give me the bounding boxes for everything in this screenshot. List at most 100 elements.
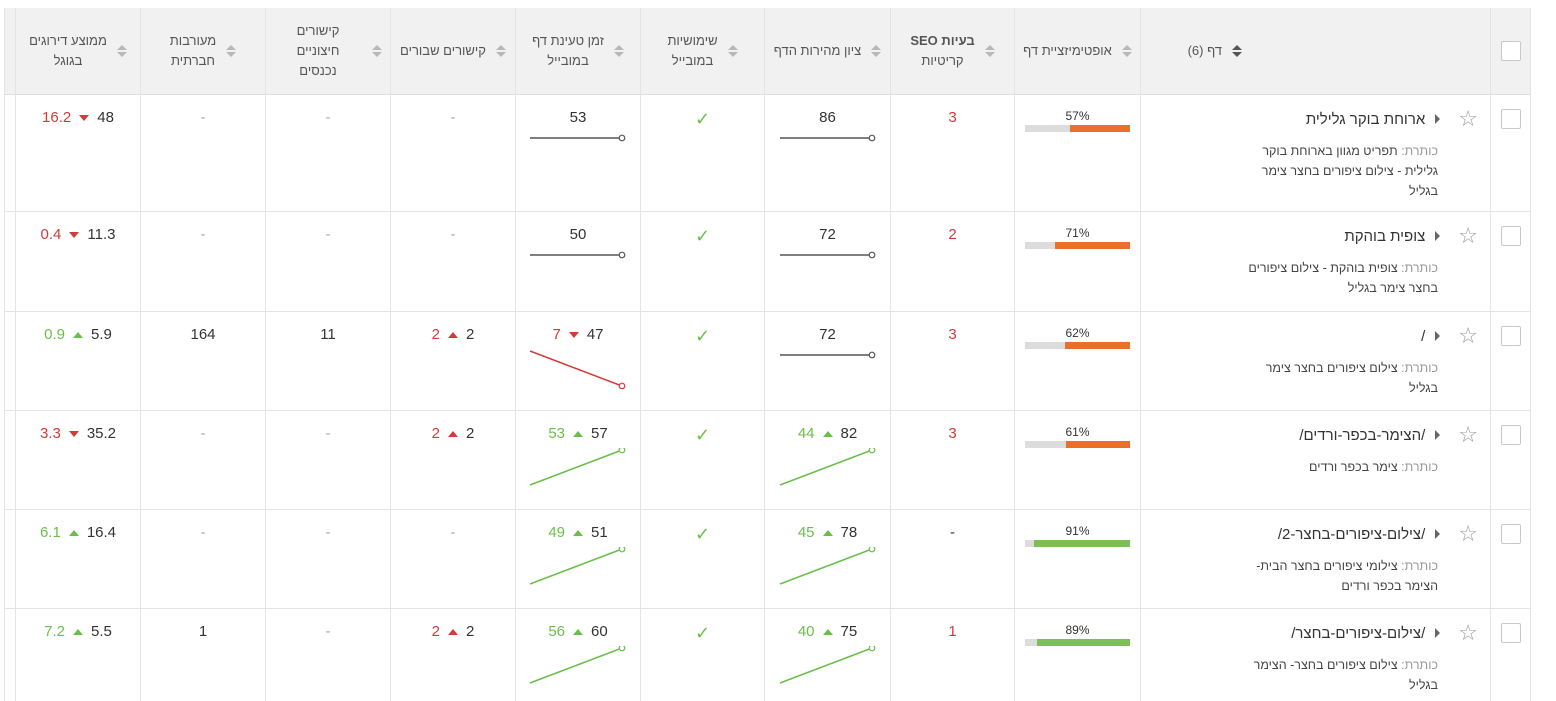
page-name[interactable]: ארוחת בוקר גלילית <box>1305 110 1426 128</box>
load-trend-sparkline <box>529 646 626 684</box>
column-header-mobile-load-line2: במובייל <box>547 53 589 68</box>
star-icon[interactable]: ☆ <box>1458 521 1478 546</box>
column-header-seo-issues[interactable]: בעיות SEO קריטיות <box>890 8 1015 95</box>
meta-title-label: כותרת: <box>1401 559 1438 573</box>
column-header-broken-links-label: קישורים שבורים <box>400 43 486 58</box>
star-icon[interactable]: ☆ <box>1458 323 1478 348</box>
row-checkbox[interactable] <box>1500 524 1521 544</box>
google-rank-value: 0.4 11.3 <box>16 212 140 243</box>
column-header-mobile-load[interactable]: זמן טעינת דף במובייל <box>515 8 641 95</box>
page-meta-title: כותרת: תפריט מגוון בארוחת בוקר גלילית - … <box>1238 141 1438 201</box>
seo-issues-count[interactable]: 1 <box>948 623 957 640</box>
expand-caret-icon[interactable] <box>1435 430 1441 440</box>
column-resize-handle[interactable] <box>4 8 16 95</box>
page-title-row: ☆ צופית בוהקת <box>1151 223 1478 248</box>
mobile-load-current: 60 <box>591 623 608 640</box>
speed-score-delta: 40 <box>797 623 815 640</box>
optimization-cell: 89% <box>1014 608 1141 701</box>
page-cell: ☆ /צילום-ציפורים-בחצר/כותרת: צילום ציפורי… <box>1140 608 1491 701</box>
column-header-broken-links[interactable]: קישורים שבורים <box>390 8 516 95</box>
speed-trend-sparkline <box>779 646 875 684</box>
checkmark-icon: ✓ <box>694 226 711 246</box>
arrow-up-icon <box>822 628 833 635</box>
row-checkbox[interactable] <box>1500 226 1521 246</box>
row-select-cell <box>1490 311 1531 411</box>
speed-score-value: 72 <box>765 312 890 343</box>
star-icon[interactable]: ☆ <box>1458 620 1478 645</box>
speed-score-value: 86 <box>765 95 890 126</box>
column-header-seo-issues-line1: בעיות SEO <box>910 33 975 48</box>
column-header-mobile[interactable]: שימושיות במובייל <box>640 8 765 95</box>
seo-issues-cell: 3 <box>890 311 1015 411</box>
expand-caret-icon[interactable] <box>1435 331 1441 341</box>
mobile-load-current: 50 <box>569 226 587 243</box>
speed-score-current: 78 <box>840 524 858 541</box>
row-edge-cell <box>4 608 16 701</box>
column-header-external-links[interactable]: קישורים חיצוניים נכנסים <box>265 8 391 95</box>
seo-issues-count[interactable]: 2 <box>948 226 957 243</box>
page-title-row: ☆ ארוחת בוקר גלילית <box>1151 106 1478 131</box>
trend-endpoint <box>618 134 626 142</box>
mobile-load-value: 53 <box>516 95 640 126</box>
page-name[interactable]: /צילום-ציפורים-בחצר/ <box>1291 624 1426 642</box>
column-header-social[interactable]: מעורבות חברתית <box>140 8 266 95</box>
expand-caret-icon[interactable] <box>1435 628 1441 638</box>
load-trend-sparkline <box>529 547 626 585</box>
google-rank-value: 3.3 35.2 <box>16 411 140 442</box>
load-trend-sparkline <box>529 448 626 486</box>
column-header-mobile-label: שימושיות במובייל <box>667 31 717 71</box>
speed-score-cell: 40 75 <box>764 608 891 701</box>
select-all-checkbox[interactable] <box>1500 41 1521 61</box>
optimization-percent: 57% <box>1065 109 1090 123</box>
google-rank-cell: 16.2 48 <box>15 94 141 212</box>
google-rank-cell: 0.9 5.9 <box>15 311 141 411</box>
google-rank-cell: 6.1 16.4 <box>15 509 141 609</box>
mobile-load-cell: 53 57 <box>515 410 641 510</box>
expand-caret-icon[interactable] <box>1435 231 1441 241</box>
table-row: ☆ /צילום-ציפורים-בחצר-2/כותרת: צילומי ציפ… <box>4 509 1531 609</box>
external-links-cell: - <box>265 410 391 510</box>
page-name[interactable]: / <box>1421 327 1426 345</box>
social-engagement-cell: 164 <box>140 311 266 411</box>
seo-issues-count[interactable]: 3 <box>948 109 957 126</box>
column-header-page[interactable]: דף (6) <box>1140 8 1491 95</box>
row-checkbox[interactable] <box>1500 425 1521 445</box>
arrow-down-icon <box>79 114 90 121</box>
column-header-speed-score[interactable]: ציון מהירות הדף <box>764 8 891 95</box>
seo-issues-count[interactable]: - <box>950 524 955 541</box>
speed-score-cell: 86 <box>764 94 891 212</box>
column-header-external-links-line2: נכנסים <box>299 63 337 78</box>
column-header-optimization[interactable]: אופטימיזציית דף <box>1014 8 1141 95</box>
google-rank-value: 7.2 5.5 <box>16 609 140 640</box>
seo-issues-count[interactable]: 3 <box>948 425 957 442</box>
expand-caret-icon[interactable] <box>1435 529 1441 539</box>
arrow-up-icon <box>573 529 583 536</box>
google-rank-delta: 3.3 <box>39 425 61 442</box>
row-checkbox[interactable] <box>1500 109 1521 129</box>
google-rank-current: 48 <box>97 109 114 126</box>
page-name[interactable]: /צילום-ציפורים-בחצר-2/ <box>1277 525 1426 543</box>
row-checkbox[interactable] <box>1500 623 1521 643</box>
external-links-count: - <box>325 109 331 126</box>
table-row: ☆ /צילום-ציפורים-בחצר/כותרת: צילום ציפורי… <box>4 608 1531 701</box>
optimization-progress-bar <box>1025 639 1130 646</box>
row-checkbox[interactable] <box>1500 326 1521 346</box>
page-meta-title: כותרת: צילום ציפורים בחצר- הצימר בגליל <box>1238 655 1438 695</box>
row-select-cell <box>1490 211 1531 312</box>
meta-title-label: כותרת: <box>1401 658 1438 672</box>
checkmark-icon: ✓ <box>694 109 711 129</box>
speed-trend-sparkline <box>779 251 875 259</box>
star-icon[interactable]: ☆ <box>1458 106 1478 131</box>
page-name[interactable]: צופית בוהקת <box>1344 227 1426 245</box>
seo-issues-cell: 1 <box>890 608 1015 701</box>
google-rank-current: 5.5 <box>91 623 112 640</box>
star-icon[interactable]: ☆ <box>1458 223 1478 248</box>
page-name[interactable]: /הצימר-בכפר-ורדים/ <box>1299 426 1426 444</box>
trend-endpoint <box>618 448 626 454</box>
seo-issues-count[interactable]: 3 <box>948 326 957 343</box>
star-icon[interactable]: ☆ <box>1458 422 1478 447</box>
expand-caret-icon[interactable] <box>1435 114 1441 124</box>
row-select-cell <box>1490 608 1531 701</box>
column-header-rank[interactable]: ממוצע דירוגים בגוגל <box>15 8 141 95</box>
